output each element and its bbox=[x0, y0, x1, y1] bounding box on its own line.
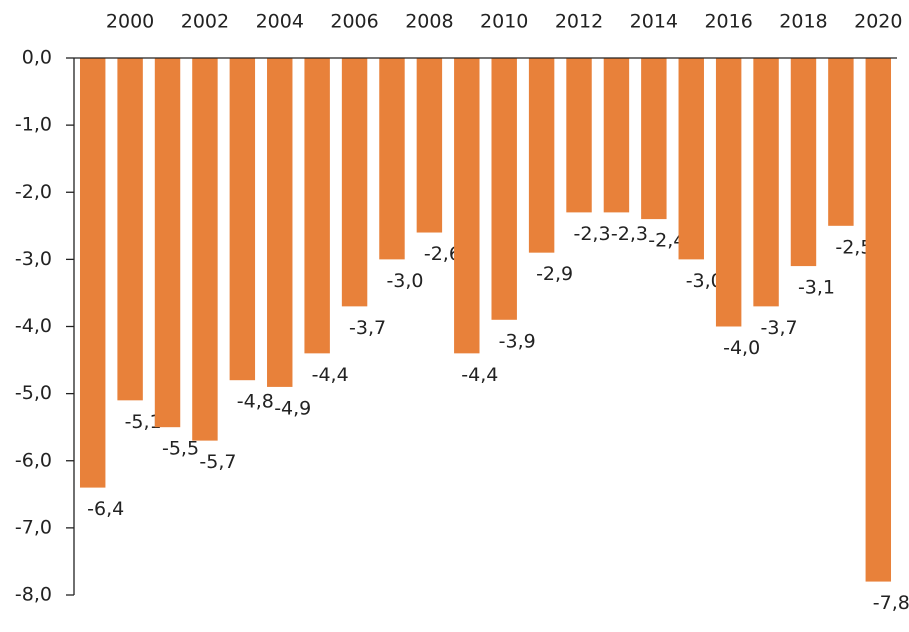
y-tick-label: -7,0 bbox=[15, 516, 52, 538]
bar bbox=[715, 58, 742, 327]
bar bbox=[454, 58, 480, 354]
bar bbox=[528, 58, 555, 253]
y-tick-label: -5,0 bbox=[15, 382, 52, 404]
value-label: -3,9 bbox=[499, 330, 536, 352]
bar bbox=[154, 58, 181, 428]
value-label: -3,7 bbox=[761, 317, 798, 339]
y-tick-label: -3,0 bbox=[15, 248, 52, 270]
bar bbox=[267, 58, 293, 387]
value-label: -2,4 bbox=[648, 230, 685, 252]
x-tick-label: 2010 bbox=[480, 11, 528, 33]
x-tick-label: 2004 bbox=[256, 11, 304, 33]
value-label: -3,7 bbox=[349, 317, 386, 339]
bar bbox=[491, 58, 517, 320]
x-tick-label: 2018 bbox=[779, 11, 827, 33]
value-label: -6,4 bbox=[87, 498, 124, 520]
value-label: -2,3 bbox=[573, 223, 610, 245]
y-tick-label: -4,0 bbox=[15, 315, 52, 337]
x-tick-label: 2014 bbox=[630, 11, 678, 33]
x-tick-label: 2012 bbox=[555, 11, 603, 33]
y-tick-label: -2,0 bbox=[15, 181, 52, 203]
value-label: -4,4 bbox=[312, 364, 349, 386]
bar bbox=[304, 58, 330, 354]
bar bbox=[566, 58, 592, 213]
bar bbox=[641, 58, 667, 220]
bar bbox=[865, 58, 892, 582]
value-label: -5,5 bbox=[162, 438, 199, 460]
bar bbox=[379, 58, 405, 260]
value-label: -4,8 bbox=[237, 391, 274, 413]
bar bbox=[229, 58, 256, 381]
value-label: -4,9 bbox=[274, 397, 311, 419]
y-tick-label: -6,0 bbox=[15, 449, 52, 471]
value-label: -3,1 bbox=[798, 277, 835, 299]
value-label: -3,0 bbox=[386, 270, 423, 292]
value-label: -2,5 bbox=[835, 236, 872, 258]
value-label: -2,9 bbox=[536, 263, 573, 285]
x-tick-label: 2006 bbox=[330, 11, 378, 33]
x-tick-label: 2016 bbox=[704, 11, 752, 33]
value-label: -5,7 bbox=[199, 451, 236, 473]
y-tick-label: -1,0 bbox=[15, 114, 52, 136]
bar bbox=[790, 58, 817, 267]
x-tick-label: 2008 bbox=[405, 11, 453, 33]
value-label: -2,6 bbox=[424, 243, 461, 265]
value-label: -4,0 bbox=[723, 337, 760, 359]
bar bbox=[79, 58, 106, 488]
y-tick-label: 0,0 bbox=[22, 47, 52, 69]
y-tick-label: -8,0 bbox=[15, 584, 52, 606]
value-label: -5,1 bbox=[125, 411, 162, 433]
bar bbox=[828, 58, 854, 226]
x-tick-label: 2000 bbox=[106, 11, 154, 33]
bar bbox=[678, 58, 704, 260]
value-label: -7,8 bbox=[873, 592, 909, 614]
value-label: -2,3 bbox=[611, 223, 648, 245]
bar bbox=[341, 58, 368, 307]
bar bbox=[753, 58, 779, 307]
bar bbox=[603, 58, 630, 213]
bar bbox=[416, 58, 443, 233]
x-tick-label: 2020 bbox=[854, 11, 902, 33]
value-label: -4,4 bbox=[461, 364, 498, 386]
x-tick-label: 2002 bbox=[181, 11, 229, 33]
value-label: -3,0 bbox=[686, 270, 723, 292]
bar bbox=[192, 58, 218, 441]
bar bbox=[117, 58, 143, 401]
